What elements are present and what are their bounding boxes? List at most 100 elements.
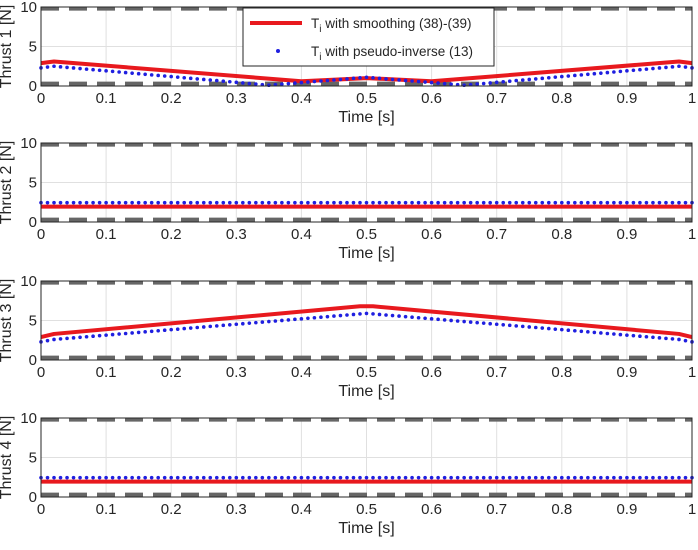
pseudo-inverse-point — [123, 475, 128, 480]
x-tick-label: 0.8 — [551, 90, 572, 107]
pseudo-inverse-point — [416, 315, 421, 320]
pseudo-inverse-point — [560, 475, 564, 480]
pseudo-inverse-point — [227, 79, 232, 84]
pseudo-inverse-point — [188, 200, 193, 205]
pseudo-inverse-point — [104, 333, 108, 337]
pseudo-inverse-point — [91, 67, 95, 72]
pseudo-inverse-point — [188, 475, 193, 480]
pseudo-inverse-point — [442, 475, 447, 480]
pseudo-inverse-point — [423, 475, 427, 480]
pseudo-inverse-point — [52, 200, 56, 205]
pseudo-inverse-point — [573, 328, 577, 333]
pseudo-inverse-point — [371, 312, 375, 316]
pseudo-inverse-point — [683, 65, 688, 69]
pseudo-inverse-point — [553, 475, 558, 480]
pseudo-inverse-point — [299, 200, 304, 205]
pseudo-inverse-point — [58, 65, 63, 69]
pseudo-inverse-point — [91, 475, 95, 480]
pseudo-inverse-point — [293, 317, 297, 322]
x-tick-label: 0.8 — [551, 226, 572, 243]
pseudo-inverse-point — [533, 200, 538, 205]
pseudo-inverse-point — [136, 330, 141, 335]
pseudo-inverse-point — [130, 475, 134, 480]
pseudo-inverse-point — [286, 200, 291, 205]
pseudo-inverse-point — [280, 200, 284, 205]
pseudo-inverse-point — [573, 475, 577, 480]
pseudo-inverse-point — [156, 328, 160, 333]
pseudo-inverse-point — [553, 75, 558, 79]
pseudo-inverse-point — [65, 65, 69, 70]
pseudo-inverse-point — [592, 330, 597, 335]
pseudo-inverse-point — [560, 327, 564, 332]
y-tick-label: 0 — [29, 214, 37, 231]
pseudo-inverse-point — [162, 74, 167, 78]
pseudo-inverse-point — [338, 313, 343, 318]
pseudo-inverse-point — [280, 82, 284, 86]
pseudo-inverse-point — [514, 78, 519, 83]
x-tick-label: 0.2 — [161, 90, 182, 107]
y-tick-label: 5 — [29, 450, 37, 467]
pseudo-inverse-point — [527, 77, 532, 82]
pseudo-inverse-point — [423, 316, 427, 321]
x-tick-label: 0.9 — [616, 501, 637, 518]
pseudo-inverse-point — [338, 475, 343, 480]
pseudo-inverse-point — [247, 81, 252, 86]
pseudo-inverse-point — [136, 200, 141, 205]
pseudo-inverse-point — [631, 333, 636, 338]
pseudo-inverse-point — [195, 325, 200, 330]
pseudo-inverse-point — [130, 71, 134, 75]
pseudo-inverse-point — [670, 200, 675, 205]
pseudo-inverse-point — [208, 78, 213, 82]
pseudo-inverse-point — [84, 67, 89, 71]
pseudo-inverse-point — [84, 334, 89, 339]
pseudo-inverse-point — [364, 311, 369, 316]
pseudo-inverse-point — [156, 200, 160, 205]
pseudo-inverse-point — [293, 475, 297, 480]
pseudo-inverse-point — [299, 475, 304, 480]
pseudo-inverse-point — [481, 200, 486, 205]
pseudo-inverse-point — [136, 71, 141, 76]
pseudo-inverse-point — [403, 475, 408, 480]
pseudo-inverse-point — [533, 77, 538, 81]
pseudo-inverse-point — [371, 200, 375, 205]
x-tick-label: 0.9 — [616, 364, 637, 381]
y-tick-label: 10 — [20, 410, 37, 427]
pseudo-inverse-point — [566, 200, 571, 205]
pseudo-inverse-point — [670, 475, 675, 480]
y-tick-label: 5 — [29, 39, 37, 56]
pseudo-inverse-point — [221, 475, 226, 480]
pseudo-inverse-point — [540, 326, 545, 330]
pseudo-inverse-point — [683, 338, 688, 343]
pseudo-inverse-point — [397, 200, 401, 205]
y-tick-label: 5 — [29, 175, 37, 192]
pseudo-inverse-point — [625, 333, 629, 337]
pseudo-inverse-point — [475, 200, 479, 205]
x-axis-label: Time [s] — [338, 245, 394, 262]
pseudo-inverse-point — [358, 475, 362, 480]
pseudo-inverse-point — [651, 475, 655, 480]
pseudo-inverse-point — [110, 475, 115, 480]
pseudo-inverse-point — [84, 475, 89, 480]
pseudo-inverse-point — [514, 324, 519, 328]
x-tick-label: 0.3 — [226, 226, 247, 243]
pseudo-inverse-point — [638, 200, 642, 205]
x-tick-label: 0.5 — [356, 226, 377, 243]
pseudo-inverse-point — [91, 334, 95, 339]
pseudo-inverse-point — [384, 77, 388, 81]
pseudo-inverse-point — [234, 80, 239, 85]
pseudo-inverse-point — [364, 75, 369, 80]
pseudo-inverse-point — [546, 200, 551, 205]
pseudo-inverse-point — [436, 81, 440, 85]
pseudo-inverse-series — [39, 311, 694, 344]
pseudo-inverse-point — [364, 475, 369, 480]
pseudo-inverse-point — [97, 333, 102, 338]
pseudo-inverse-point — [592, 200, 597, 205]
y-axis-label: Thrust 3 [N] — [0, 279, 15, 363]
pseudo-inverse-point — [182, 326, 187, 331]
pseudo-inverse-point — [605, 70, 610, 75]
pseudo-inverse-point — [52, 475, 56, 480]
pseudo-inverse-point — [468, 475, 473, 480]
pseudo-inverse-point — [403, 78, 408, 83]
pseudo-inverse-point — [208, 475, 213, 480]
pseudo-inverse-point — [416, 200, 421, 205]
